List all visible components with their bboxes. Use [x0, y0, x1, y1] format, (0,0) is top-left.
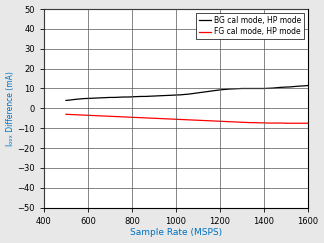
FG cal mode, HP mode	[284, 122, 288, 125]
FG cal mode, HP mode	[222, 120, 226, 123]
BG cal mode, HP mode	[249, 87, 253, 90]
FG cal mode, HP mode	[152, 117, 156, 120]
FG cal mode, HP mode	[306, 122, 310, 125]
BG cal mode, HP mode	[64, 99, 68, 102]
BG cal mode, HP mode	[152, 95, 156, 97]
FG cal mode, HP mode	[249, 121, 253, 124]
Legend: BG cal mode, HP mode, FG cal mode, HP mode: BG cal mode, HP mode, FG cal mode, HP mo…	[196, 13, 304, 39]
FG cal mode, HP mode	[68, 113, 72, 116]
BG cal mode, HP mode	[214, 89, 217, 92]
BG cal mode, HP mode	[200, 91, 204, 94]
FG cal mode, HP mode	[214, 120, 217, 122]
BG cal mode, HP mode	[306, 84, 310, 87]
FG cal mode, HP mode	[64, 113, 68, 116]
Y-axis label: Iₒₒₓ Difference (mA): Iₒₒₓ Difference (mA)	[6, 71, 15, 146]
X-axis label: Sample Rate (MSPS): Sample Rate (MSPS)	[130, 228, 222, 237]
BG cal mode, HP mode	[68, 99, 72, 102]
BG cal mode, HP mode	[222, 88, 226, 91]
Line: BG cal mode, HP mode: BG cal mode, HP mode	[66, 86, 308, 100]
FG cal mode, HP mode	[200, 119, 204, 122]
Line: FG cal mode, HP mode: FG cal mode, HP mode	[66, 114, 308, 123]
